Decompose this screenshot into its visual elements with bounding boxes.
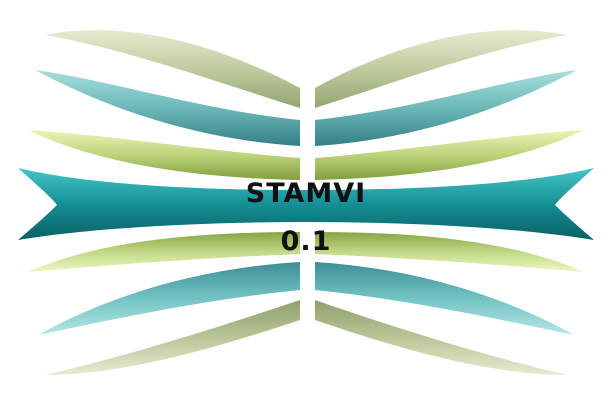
wave-band-6-right xyxy=(315,262,574,335)
wave-band-7-left xyxy=(45,300,300,375)
wave-band-5-right xyxy=(315,232,584,272)
wave-band-2-left xyxy=(35,70,300,146)
wave-band-3-left xyxy=(28,130,300,180)
wave-band-1-right xyxy=(315,30,567,109)
wave-band-2-right xyxy=(315,70,577,146)
wave-band-1-left xyxy=(45,30,300,109)
wave-band-3-right xyxy=(315,130,584,180)
wave-band-4-center xyxy=(18,168,594,240)
wave-band-6-left xyxy=(38,262,300,335)
wave-band-5-left xyxy=(28,232,300,272)
app-version: 0.1 xyxy=(280,226,332,257)
app-name: STAMVI xyxy=(245,178,367,209)
wave-band-7-right xyxy=(315,300,567,375)
